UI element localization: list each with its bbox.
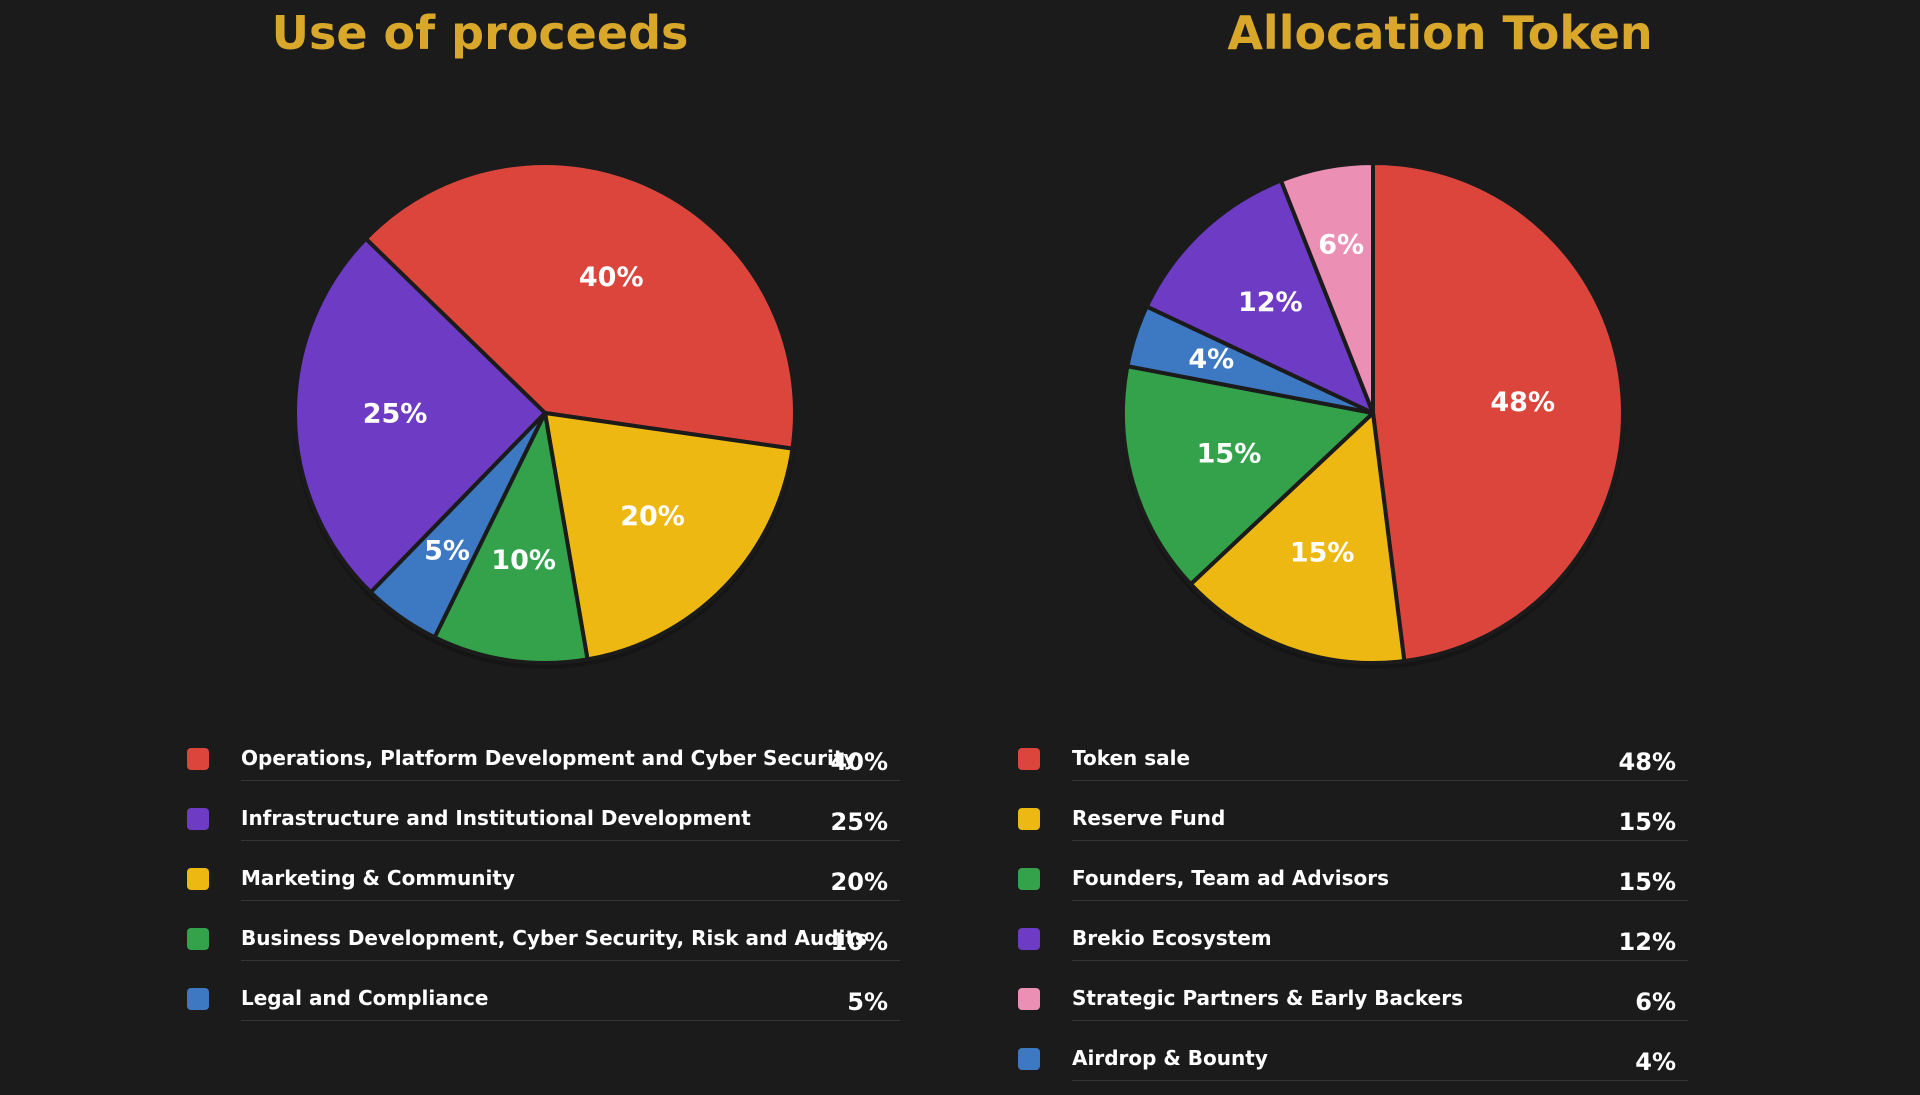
legend-swatch xyxy=(1018,808,1040,830)
legend-swatch xyxy=(1018,928,1040,950)
legend-label: Airdrop & Bounty xyxy=(1072,1046,1268,1070)
chart-title: Allocation Token xyxy=(1227,6,1653,60)
legend-swatch xyxy=(187,808,209,830)
legend-divider xyxy=(1072,780,1688,781)
slice-label-founders-team-ad-advisors: 15% xyxy=(1197,438,1262,469)
slice-label-airdrop-bounty: 4% xyxy=(1188,344,1234,375)
slice-label-operations-platform-development-and-cyber-security: 40% xyxy=(579,262,644,293)
legend-divider xyxy=(241,780,900,781)
pie-slice-founders-team-ad-advisors xyxy=(1121,364,1375,587)
legend-label: Token sale xyxy=(1072,746,1191,770)
slice-label-strategic-partners-early-backers: 6% xyxy=(1318,230,1364,261)
legend-value: 4% xyxy=(1635,1048,1676,1076)
legend-item: Token sale 48% xyxy=(1018,732,1688,792)
legend-divider xyxy=(1072,1020,1688,1021)
legend-item: Marketing & Community 20% xyxy=(187,852,900,912)
legend-item: Airdrop & Bounty 4% xyxy=(1018,1032,1688,1092)
legend-item: Infrastructure and Institutional Develop… xyxy=(187,792,900,852)
pie-slice-reserve-fund xyxy=(1188,411,1407,665)
legend-label: Operations, Platform Development and Cyb… xyxy=(241,746,857,770)
legend-value: 5% xyxy=(847,988,888,1016)
legend-item: Reserve Fund 15% xyxy=(1018,792,1688,852)
slice-label-marketing-community: 20% xyxy=(620,501,685,532)
legend-item: Brekio Ecosystem 12% xyxy=(1018,912,1688,972)
legend-item: Business Development, Cyber Security, Ri… xyxy=(187,912,900,972)
slice-label-token-sale: 48% xyxy=(1490,387,1555,418)
pie-slice-business-development-cyber-security-risk-and-audits xyxy=(432,411,590,665)
legend-value: 15% xyxy=(1618,808,1676,836)
legend-item: Founders, Team ad Advisors 15% xyxy=(1018,852,1688,912)
pie-slice-infrastructure-and-institutional-development xyxy=(293,236,547,595)
slice-label-infrastructure-and-institutional-development: 25% xyxy=(363,399,428,430)
legend-item: Strategic Partners & Early Backers 6% xyxy=(1018,972,1688,1032)
pie-chart-allocation-token: 48% 15% 15% 4%12% 6% xyxy=(1121,161,1625,669)
use-of-proceeds-panel: Use of proceeds 40% 20% 10% 5% 25% Operation… xyxy=(187,6,900,1032)
slice-label-legal-and-compliance: 5% xyxy=(424,535,470,566)
legend-allocation-token: Token sale 48% Reserve Fund 15% Founders, Te… xyxy=(1018,732,1688,1092)
legend-divider xyxy=(241,840,900,841)
legend-value: 10% xyxy=(830,928,888,956)
legend-divider xyxy=(1072,1080,1688,1081)
pie-chart-use-of-proceeds: 40% 20% 10% 5% 25% xyxy=(293,161,797,669)
legend-swatch xyxy=(1018,868,1040,890)
legend-divider xyxy=(1072,900,1688,901)
legend-label: Reserve Fund xyxy=(1072,806,1226,830)
legend-divider xyxy=(1072,840,1688,841)
chart-title: Use of proceeds xyxy=(271,6,689,60)
allocation-token-panel: Allocation Token 48% 15% 15% 4% 12% 6% Token … xyxy=(960,0,1920,1095)
pie-slice-brekio-ecosystem xyxy=(1144,178,1375,415)
legend-swatch xyxy=(1018,1048,1040,1070)
legend-value: 12% xyxy=(1618,928,1676,956)
legend-value: 15% xyxy=(1618,868,1676,896)
legend-label: Legal and Compliance xyxy=(241,986,489,1010)
legend-swatch xyxy=(1018,748,1040,770)
legend-divider xyxy=(241,1020,900,1021)
legend-swatch xyxy=(187,868,209,890)
pie-slice-marketing-community xyxy=(543,411,795,662)
legend-value: 20% xyxy=(830,868,888,896)
legend-value: 25% xyxy=(830,808,888,836)
slice-label-brekio-ecosystem: 12% xyxy=(1238,287,1303,318)
legend-label: Business Development, Cyber Security, Ri… xyxy=(241,926,867,950)
legend-use-of-proceeds: Operations, Platform Development and Cyb… xyxy=(187,732,900,1032)
legend-swatch xyxy=(187,988,209,1010)
legend-swatch xyxy=(187,748,209,770)
legend-value: 6% xyxy=(1635,988,1676,1016)
slice-label-reserve-fund: 15% xyxy=(1290,538,1355,569)
legend-label: Founders, Team ad Advisors xyxy=(1072,866,1390,890)
legend-label: Marketing & Community xyxy=(241,866,515,890)
legend-label: Strategic Partners & Early Backers xyxy=(1072,986,1463,1010)
legend-divider xyxy=(241,960,900,961)
legend-swatch xyxy=(187,928,209,950)
legend-item: Operations, Platform Development and Cyb… xyxy=(187,732,900,792)
pie-slice-strategic-partners-early-backers xyxy=(1278,161,1375,415)
legend-divider xyxy=(1072,960,1688,961)
legend-label: Infrastructure and Institutional Develop… xyxy=(241,806,751,830)
legend-value: 48% xyxy=(1618,748,1676,776)
legend-item: Legal and Compliance 5% xyxy=(187,972,900,1032)
slice-label-business-development-cyber-security-risk-and-audits: 10% xyxy=(491,545,556,576)
legend-swatch xyxy=(1018,988,1040,1010)
legend-label: Brekio Ecosystem xyxy=(1072,926,1272,950)
pie-slice-token-sale xyxy=(1371,161,1625,664)
legend-divider xyxy=(241,900,900,901)
legend-value: 40% xyxy=(830,748,888,776)
pie-slice-operations-platform-development-and-cyber-security xyxy=(363,161,797,451)
